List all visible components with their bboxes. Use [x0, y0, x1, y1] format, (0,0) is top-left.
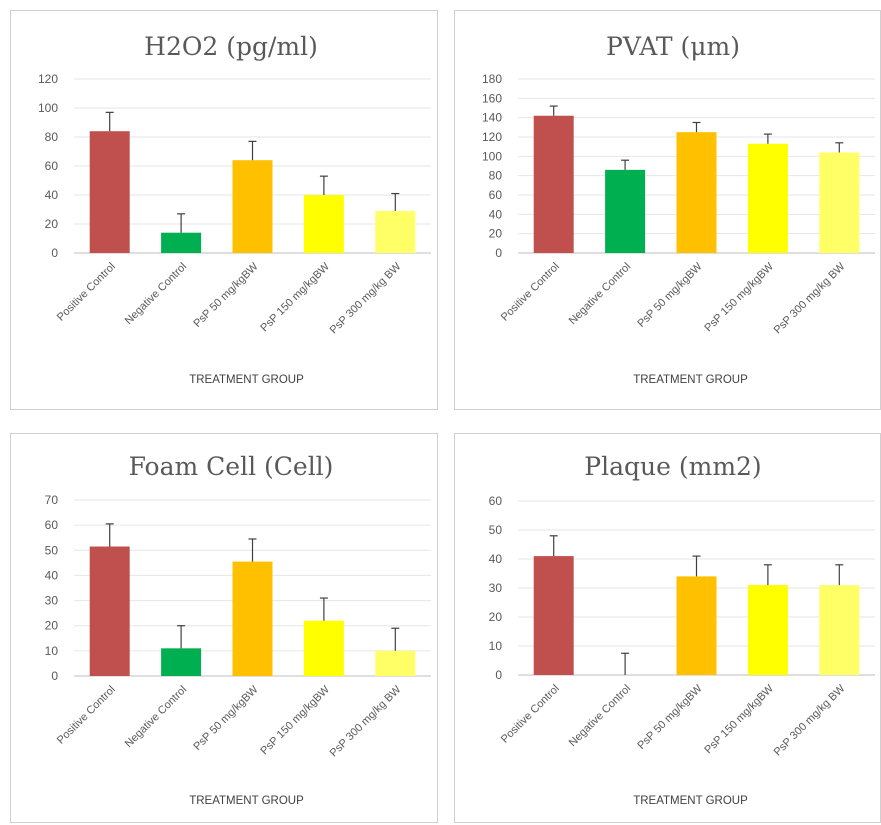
x-tick-label: PsP 150 mg/kgBW: [258, 260, 332, 334]
chart-title: Plaque (mm2): [584, 452, 761, 481]
bar: [534, 116, 574, 253]
y-tick-label: 180: [482, 72, 502, 86]
y-tick-label: 50: [45, 543, 59, 557]
y-tick-label: 120: [482, 130, 502, 144]
y-tick-label: 20: [489, 610, 503, 624]
pvat-chart-panel: PVAT (μm) 0 20 40 60 80 100 120 140 160 180 Positiv…: [454, 10, 881, 410]
bar: [375, 211, 415, 253]
y-tick-label: 20: [45, 619, 59, 633]
h2o2-chart-panel: H2O2 (pg/ml) 0 20 40 60 80 100 120 Positive Cont…: [10, 10, 438, 410]
chart-svg: Plaque (mm2) 0 10 20 30 40 50 60 Positive Contro…: [455, 434, 880, 822]
x-tick-label: Negative Control: [567, 261, 633, 327]
x-tick-label: Positive Control: [499, 261, 562, 324]
x-tick-label: PsP 300 mg/kg BW: [772, 682, 848, 758]
bar: [233, 160, 273, 253]
y-tick-label: 160: [482, 91, 502, 105]
x-tick-label: Positive Control: [55, 261, 118, 324]
bar: [677, 576, 717, 675]
bar: [161, 233, 201, 253]
y-tick-label: 80: [489, 169, 503, 183]
bar: [304, 621, 344, 676]
y-tick-label: 40: [489, 207, 503, 221]
x-tick-label: PsP 150 mg/kgBW: [702, 260, 776, 334]
x-tick-label: PsP 300 mg/kg BW: [328, 683, 404, 759]
y-tick-label: 60: [489, 494, 503, 508]
chart-svg: Foam Cell (Cell) 0 10 20 30 40 50 60 70 Positive …: [11, 434, 437, 822]
y-tick-label: 60: [489, 188, 503, 202]
x-tick-label: PsP 150 mg/kgBW: [702, 682, 776, 756]
x-tick-label: Negative Control: [123, 261, 189, 327]
y-tick-label: 140: [482, 111, 502, 125]
y-tick-label: 40: [45, 568, 59, 582]
bar: [161, 648, 201, 676]
chart-title: PVAT (μm): [606, 32, 740, 61]
x-tick-label: Negative Control: [567, 683, 633, 749]
y-tick-label: 40: [489, 552, 503, 566]
y-tick-label: 60: [45, 518, 59, 532]
y-tick-label: 0: [495, 668, 502, 682]
y-tick-label: 10: [45, 644, 59, 658]
bar: [605, 170, 645, 253]
x-tick-label: PsP 50 mg/kgBW: [191, 683, 261, 753]
y-tick-label: 10: [489, 639, 503, 653]
y-tick-label: 0: [495, 246, 502, 260]
bar: [677, 132, 717, 253]
y-tick-label: 50: [489, 523, 503, 537]
bar: [90, 547, 130, 676]
y-tick-label: 80: [45, 130, 59, 144]
foam-cell-chart-panel: Foam Cell (Cell) 0 10 20 30 40 50 60 70 Positive …: [10, 433, 438, 823]
chart-svg: H2O2 (pg/ml) 0 20 40 60 80 100 120 Positive Cont…: [11, 11, 437, 409]
x-tick-label: PsP 300 mg/kg BW: [328, 260, 404, 336]
y-tick-label: 60: [45, 159, 59, 173]
chart-svg: PVAT (μm) 0 20 40 60 80 100 120 140 160 180 Positiv…: [455, 11, 880, 409]
bar: [304, 195, 344, 253]
x-tick-label: PsP 300 mg/kg BW: [772, 260, 848, 336]
bar: [233, 562, 273, 676]
chart-title: Foam Cell (Cell): [129, 452, 334, 481]
x-tick-label: PsP 50 mg/kgBW: [635, 260, 705, 330]
bar: [819, 152, 859, 253]
y-tick-label: 120: [38, 72, 58, 86]
y-tick-label: 100: [38, 101, 58, 115]
y-tick-label: 20: [489, 227, 503, 241]
x-axis-title: TREATMENT GROUP: [633, 795, 748, 807]
y-tick-label: 0: [51, 669, 58, 683]
bar: [375, 651, 415, 676]
plaque-chart-panel: Plaque (mm2) 0 10 20 30 40 50 60 Positive Contro…: [454, 433, 881, 823]
y-tick-label: 30: [489, 581, 503, 595]
x-axis-title: TREATMENT GROUP: [633, 374, 748, 386]
bar: [748, 144, 788, 253]
x-tick-label: Negative Control: [123, 684, 189, 750]
x-axis-title: TREATMENT GROUP: [189, 795, 304, 807]
bar: [819, 585, 859, 675]
x-tick-label: Positive Control: [55, 684, 118, 747]
x-tick-label: Positive Control: [499, 683, 562, 746]
y-tick-label: 20: [45, 217, 59, 231]
x-tick-label: PsP 150 mg/kgBW: [258, 683, 332, 757]
bar: [748, 585, 788, 675]
x-tick-label: PsP 50 mg/kgBW: [635, 682, 705, 752]
chart-title: H2O2 (pg/ml): [144, 32, 318, 61]
y-tick-label: 100: [482, 149, 502, 163]
y-tick-label: 40: [45, 188, 59, 202]
x-tick-label: PsP 50 mg/kgBW: [191, 260, 261, 330]
y-tick-label: 70: [45, 493, 59, 507]
y-tick-label: 30: [45, 594, 59, 608]
bar: [534, 556, 574, 675]
x-axis-title: TREATMENT GROUP: [189, 374, 304, 386]
y-tick-label: 0: [51, 246, 58, 260]
bar: [90, 131, 130, 253]
